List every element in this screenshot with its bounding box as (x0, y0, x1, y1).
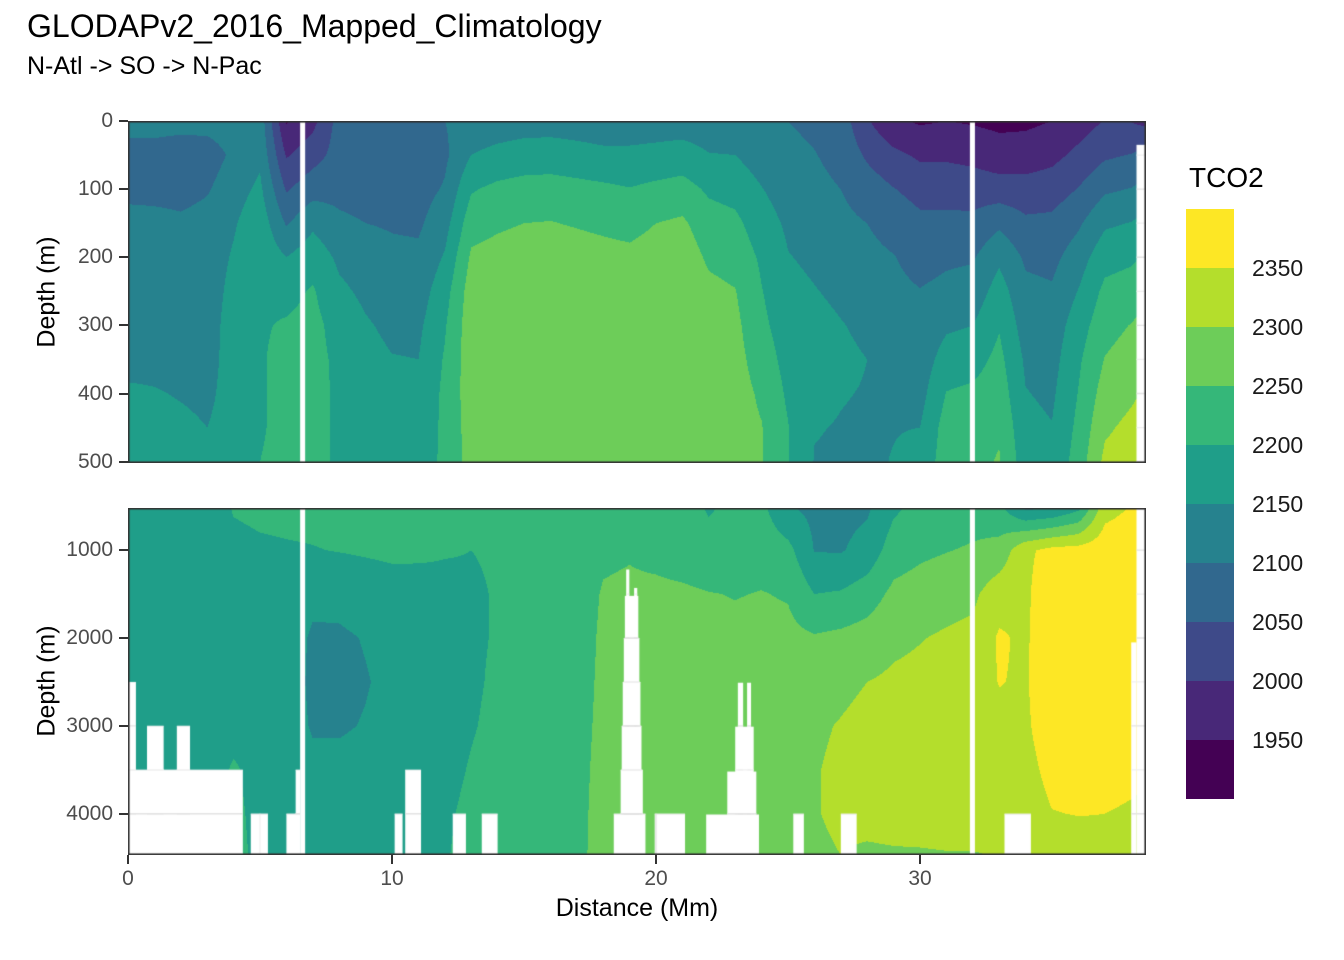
lower-section-panel (128, 508, 1146, 855)
x-tick-label: 0 (122, 867, 134, 890)
legend-band (1186, 327, 1234, 386)
legend-title: TCO2 (1189, 162, 1264, 193)
y-tick-label: 400 (77, 381, 113, 405)
y-tick-mark (119, 724, 128, 727)
legend-tick-label: 2250 (1252, 373, 1304, 399)
x-tick-label: 10 (380, 867, 404, 890)
legend-band (1186, 504, 1234, 563)
legend-tick-label: 2350 (1252, 255, 1304, 281)
y-tick-mark (119, 460, 128, 463)
plot-subtitle: N-Atl -> SO -> N-Pac (27, 52, 262, 80)
y-tick-mark (119, 637, 128, 639)
legend-band (1186, 681, 1234, 740)
legend-tick-label: 2150 (1252, 491, 1304, 517)
y-tick-label: 0 (101, 109, 113, 132)
plot-title: GLODAPv2_2016_Mapped_Climatology (27, 8, 602, 44)
legend-tick-label: 2000 (1252, 668, 1304, 694)
y-tick-mark (119, 812, 128, 815)
y-tick-mark (119, 188, 128, 191)
legend-tick-label: 2300 (1252, 314, 1304, 340)
legend-tick-label: 2050 (1252, 609, 1304, 635)
y-tick-label: 200 (77, 245, 113, 269)
y-tick-mark (119, 324, 128, 327)
x-tick-label: 20 (644, 867, 668, 890)
x-tick-mark (655, 855, 657, 864)
legend-tick-label: 2100 (1252, 550, 1304, 576)
y-tick-label: 1000 (66, 538, 113, 562)
legend-tick-label: 2200 (1252, 432, 1304, 458)
y-tick-label: 500 (77, 449, 113, 473)
y-tick-label: 4000 (66, 801, 113, 825)
y-tick-mark (119, 120, 128, 122)
y-tick-mark (119, 256, 128, 259)
y-tick-mark (119, 392, 128, 395)
legend-band (1186, 740, 1234, 799)
x-tick-label: 30 (908, 867, 932, 890)
legend-band (1186, 386, 1234, 445)
x-tick-mark (127, 855, 129, 864)
y-tick-label: 100 (77, 177, 113, 201)
y-tick-label: 300 (77, 313, 113, 337)
x-tick-mark (391, 855, 393, 864)
y-tick-label: 2000 (66, 626, 113, 649)
x-tick-mark (919, 855, 921, 864)
y-tick-mark (119, 549, 128, 552)
legend-band (1186, 622, 1234, 681)
legend-tick-label: 1950 (1252, 727, 1304, 753)
y-tick-label: 3000 (66, 713, 113, 737)
upper-section-panel (128, 121, 1146, 463)
legend-band (1186, 268, 1234, 327)
legend-band (1186, 445, 1234, 504)
x-axis-title: Distance (Mm) (555, 894, 719, 922)
legend-band (1186, 209, 1234, 268)
legend-band (1186, 563, 1234, 622)
